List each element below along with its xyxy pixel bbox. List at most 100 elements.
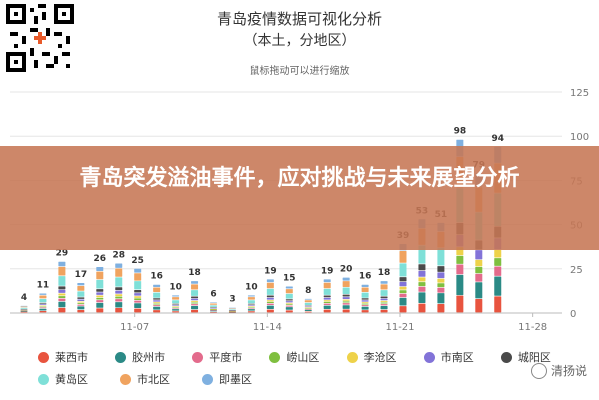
- bar-segment: [134, 296, 142, 298]
- bar-segment: [77, 297, 85, 299]
- legend-item[interactable]: 平度市: [192, 349, 269, 365]
- bar-segment: [228, 309, 236, 310]
- bar-segment: [153, 287, 161, 293]
- headline-text: 青岛突发溢油事件，应对挑战与未来展望分析: [79, 166, 520, 191]
- bar-total-label: 8: [305, 286, 311, 296]
- bar-segment: [153, 284, 161, 287]
- bar-total-label: 94: [491, 134, 504, 144]
- bar-segment: [20, 310, 28, 311]
- bar-segment: [20, 312, 28, 313]
- bar-segment: [437, 248, 445, 266]
- bar-segment: [96, 302, 104, 308]
- legend-item[interactable]: 市北区: [120, 371, 202, 387]
- bar-segment: [77, 306, 85, 310]
- bar-segment: [342, 301, 350, 303]
- bar-segment: [77, 285, 85, 291]
- bar-segment: [39, 308, 47, 311]
- legend-label: 莱西市: [55, 351, 88, 364]
- bar-segment: [172, 295, 180, 297]
- bar-segment: [380, 302, 388, 304]
- watermark-icon: [530, 362, 547, 379]
- x-tick-label: 11-21: [385, 322, 414, 333]
- bar-segment: [210, 309, 217, 310]
- bar-segment: [58, 301, 66, 308]
- bar-segment: [437, 278, 445, 283]
- bar-segment: [172, 297, 180, 300]
- bar-segment: [153, 298, 161, 300]
- bar-segment: [115, 263, 123, 268]
- bar-segment: [342, 303, 350, 305]
- bar-segment: [172, 308, 180, 309]
- bar-segment: [399, 277, 407, 282]
- x-tick-label: 11-07: [120, 322, 149, 333]
- bar-segment: [380, 290, 388, 296]
- bar-segment: [304, 302, 312, 306]
- legend-item[interactable]: 即墨区: [202, 371, 284, 387]
- legend-label: 黄岛区: [55, 373, 88, 386]
- chart-title: 青岛疫情数据可视化分析: [216, 10, 382, 28]
- legend-item[interactable]: 李沧区: [346, 349, 424, 365]
- legend-label: 市南区: [440, 351, 474, 364]
- bar-segment: [247, 295, 255, 297]
- bar-total-label: 16: [359, 272, 372, 282]
- bar-total-label: 18: [378, 268, 391, 278]
- legend-label: 胶州市: [132, 351, 166, 364]
- bar-segment: [475, 259, 483, 267]
- bar-segment: [153, 303, 161, 305]
- legend-item[interactable]: 城阳区: [500, 349, 578, 365]
- bar-segment: [342, 309, 350, 313]
- bar-segment: [210, 310, 217, 312]
- bar-segment: [437, 266, 445, 272]
- bar-segment: [304, 308, 312, 309]
- legend-item[interactable]: 市南区: [423, 349, 501, 365]
- qr-code: [6, 4, 74, 72]
- bar-segment: [58, 296, 66, 299]
- bar-segment: [115, 277, 123, 287]
- y-tick-label: 125: [570, 88, 589, 99]
- bar-segment: [285, 289, 293, 294]
- bar-segment: [323, 301, 331, 303]
- bar-segment: [191, 281, 199, 284]
- bar-segment: [191, 305, 199, 310]
- legend-swatch: [38, 373, 49, 385]
- bar-segment: [437, 272, 445, 279]
- legend-item[interactable]: 莱西市: [38, 349, 115, 365]
- bar-segment: [342, 287, 350, 295]
- chart-subtitle: （本土，分地区）: [243, 33, 356, 49]
- bar-segment: [380, 304, 388, 306]
- bar-segment: [39, 298, 47, 303]
- bar-segment: [172, 306, 180, 307]
- bar-segment: [247, 308, 255, 309]
- bar-total-label: 4: [21, 293, 27, 303]
- bar-segment: [304, 306, 312, 308]
- bar-segment: [285, 299, 293, 301]
- legend-item[interactable]: 崂山区: [269, 349, 346, 365]
- bar-segment: [361, 310, 369, 313]
- bar-segment: [191, 302, 199, 304]
- bar-segment: [172, 309, 180, 311]
- bar-segment: [285, 286, 293, 289]
- watermark: 清扬说: [530, 362, 587, 379]
- bar-segment: [77, 303, 85, 304]
- bar-segment: [304, 305, 312, 307]
- bar-segment: [96, 300, 104, 303]
- bar-segment: [96, 267, 104, 272]
- bar-segment: [380, 296, 388, 299]
- legend-item[interactable]: 胶州市: [115, 349, 192, 365]
- bar-segment: [191, 290, 199, 296]
- bar-segment: [323, 305, 331, 310]
- bar-total-label: 19: [264, 266, 277, 276]
- bar-segment: [475, 299, 483, 313]
- bar-segment: [361, 305, 369, 307]
- y-tick-label: 0: [570, 309, 576, 320]
- bar-total-label: 25: [131, 256, 144, 266]
- bar-segment: [20, 309, 28, 310]
- legend-item[interactable]: 黄岛区: [38, 371, 120, 387]
- bar-segment: [191, 300, 199, 302]
- bar-total-label: 17: [75, 270, 88, 280]
- bar-segment: [475, 266, 483, 274]
- bar-segment: [96, 295, 104, 298]
- bar-segment: [39, 293, 47, 295]
- bar-segment: [342, 281, 350, 287]
- bar-segment: [475, 282, 483, 299]
